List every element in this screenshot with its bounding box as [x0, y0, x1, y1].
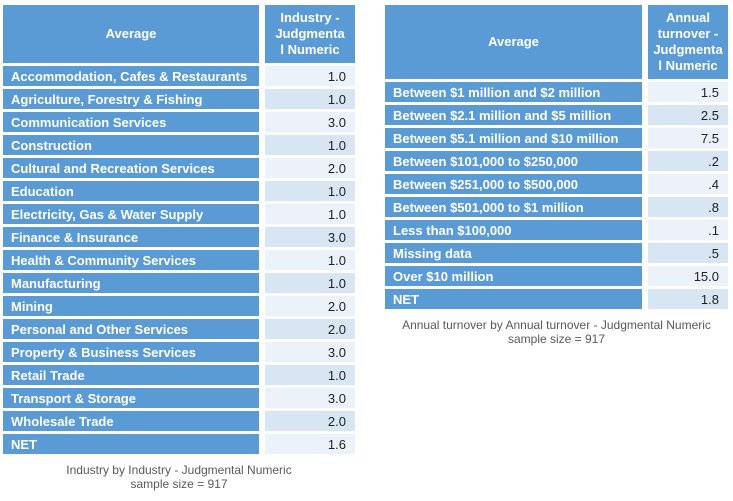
annual-turnover-table-block: Average Annual turnover - Judgmenta l Nu…: [385, 2, 728, 346]
row-value: 1.0: [259, 89, 355, 109]
table-row: NET 1.6: [3, 434, 355, 454]
row-label: Between $251,000 to $500,000: [385, 174, 642, 194]
table-row: Construction 1.0: [3, 135, 355, 155]
row-value: 1.0: [259, 181, 355, 201]
table-row: Personal and Other Services 2.0: [3, 319, 355, 339]
row-value: 1.5: [642, 82, 728, 102]
row-value: 2.0: [259, 319, 355, 339]
row-value: 1.0: [259, 135, 355, 155]
row-label: Agriculture, Forestry & Fishing: [3, 89, 259, 109]
row-value: 3.0: [259, 227, 355, 247]
row-label: Construction: [3, 135, 259, 155]
table-row: Electricity, Gas & Water Supply 1.0: [3, 204, 355, 224]
table-row: Manufacturing 1.0: [3, 273, 355, 293]
row-value: 3.0: [259, 112, 355, 132]
row-label: Between $501,000 to $1 million: [385, 197, 642, 217]
table-row: Missing data .5: [385, 243, 728, 263]
row-value: .8: [642, 197, 728, 217]
table-row: Property & Business Services 3.0: [3, 342, 355, 362]
industry-header-metric: Industry - Judgmenta l Numeric: [259, 5, 355, 63]
row-label: Between $2.1 million and $5 million: [385, 105, 642, 125]
row-label: Mining: [3, 296, 259, 316]
annual-turnover-table-caption: Annual turnover by Annual turnover - Jud…: [402, 318, 711, 346]
table-row: Between $101,000 to $250,000.2: [385, 151, 728, 171]
row-value: 7.5: [642, 128, 728, 148]
row-value: 2.0: [259, 296, 355, 316]
row-value: 2.5: [642, 105, 728, 125]
table-row: NET 1.8: [385, 289, 728, 309]
row-label: Between $1 million and $2 million: [385, 82, 642, 102]
annual-turnover-table: Average Annual turnover - Judgmenta l Nu…: [385, 2, 728, 312]
row-label: Health & Community Services: [3, 250, 259, 270]
row-label: Education: [3, 181, 259, 201]
row-value: .2: [642, 151, 728, 171]
row-value: 15.0: [642, 266, 728, 286]
row-value: 1.6: [259, 434, 355, 454]
annual-turnover-header-row: Average Annual turnover - Judgmenta l Nu…: [385, 5, 728, 79]
row-label: Transport & Storage: [3, 388, 259, 408]
row-label: Accommodation, Cafes & Restaurants: [3, 66, 259, 86]
row-value: 1.0: [259, 250, 355, 270]
row-label: Retail Trade: [3, 365, 259, 385]
table-row: Between $2.1 million and $5 million 2.5: [385, 105, 728, 125]
row-label: Manufacturing: [3, 273, 259, 293]
row-label: Electricity, Gas & Water Supply: [3, 204, 259, 224]
row-value: 2.0: [259, 158, 355, 178]
row-value: .4: [642, 174, 728, 194]
row-label: NET: [3, 434, 259, 454]
table-row: Health & Community Services 1.0: [3, 250, 355, 270]
row-value: .1: [642, 220, 728, 240]
table-row: Transport & Storage 3.0: [3, 388, 355, 408]
row-value: 1.0: [259, 66, 355, 86]
industry-header-average: Average: [3, 5, 259, 63]
industry-table-caption: Industry by Industry - Judgmental Numeri…: [66, 463, 292, 491]
table-row: Over $10 million 15.0: [385, 266, 728, 286]
industry-table: Average Industry - Judgmenta l Numeric A…: [3, 2, 355, 457]
table-row: Between $251,000 to $500,000.4: [385, 174, 728, 194]
row-value: 1.0: [259, 365, 355, 385]
row-label: Over $10 million: [385, 266, 642, 286]
table-row: Accommodation, Cafes & Restaurants 1.0: [3, 66, 355, 86]
table-row: Between $5.1 million and $10 million 7.5: [385, 128, 728, 148]
row-label: Cultural and Recreation Services: [3, 158, 259, 178]
row-value: 1.0: [259, 273, 355, 293]
table-row: Finance & Insurance 3.0: [3, 227, 355, 247]
industry-table-block: Average Industry - Judgmenta l Numeric A…: [3, 2, 355, 491]
row-label: Communication Services: [3, 112, 259, 132]
row-label: Between $101,000 to $250,000: [385, 151, 642, 171]
table-row: Between $1 million and $2 million 1.5: [385, 82, 728, 102]
row-label: Personal and Other Services: [3, 319, 259, 339]
row-value: .5: [642, 243, 728, 263]
row-label: Wholesale Trade: [3, 411, 259, 431]
row-label: Missing data: [385, 243, 642, 263]
table-row: Wholesale Trade 2.0: [3, 411, 355, 431]
row-value: 1.8: [642, 289, 728, 309]
table-row: Cultural and Recreation Services 2.0: [3, 158, 355, 178]
row-label: Between $5.1 million and $10 million: [385, 128, 642, 148]
row-value: 1.0: [259, 204, 355, 224]
industry-header-row: Average Industry - Judgmenta l Numeric: [3, 5, 355, 63]
table-row: Mining 2.0: [3, 296, 355, 316]
row-label: Finance & Insurance: [3, 227, 259, 247]
table-row: Agriculture, Forestry & Fishing 1.0: [3, 89, 355, 109]
row-label: Less than $100,000: [385, 220, 642, 240]
annual-turnover-header-average: Average: [385, 5, 642, 79]
row-value: 3.0: [259, 388, 355, 408]
table-row: Between $501,000 to $1 million .8: [385, 197, 728, 217]
row-value: 2.0: [259, 411, 355, 431]
annual-turnover-header-metric: Annual turnover - Judgmenta l Numeric: [642, 5, 728, 79]
row-value: 3.0: [259, 342, 355, 362]
table-row: Education 1.0: [3, 181, 355, 201]
table-row: Less than $100,000.1: [385, 220, 728, 240]
table-row: Retail Trade 1.0: [3, 365, 355, 385]
row-label: NET: [385, 289, 642, 309]
row-label: Property & Business Services: [3, 342, 259, 362]
table-row: Communication Services 3.0: [3, 112, 355, 132]
